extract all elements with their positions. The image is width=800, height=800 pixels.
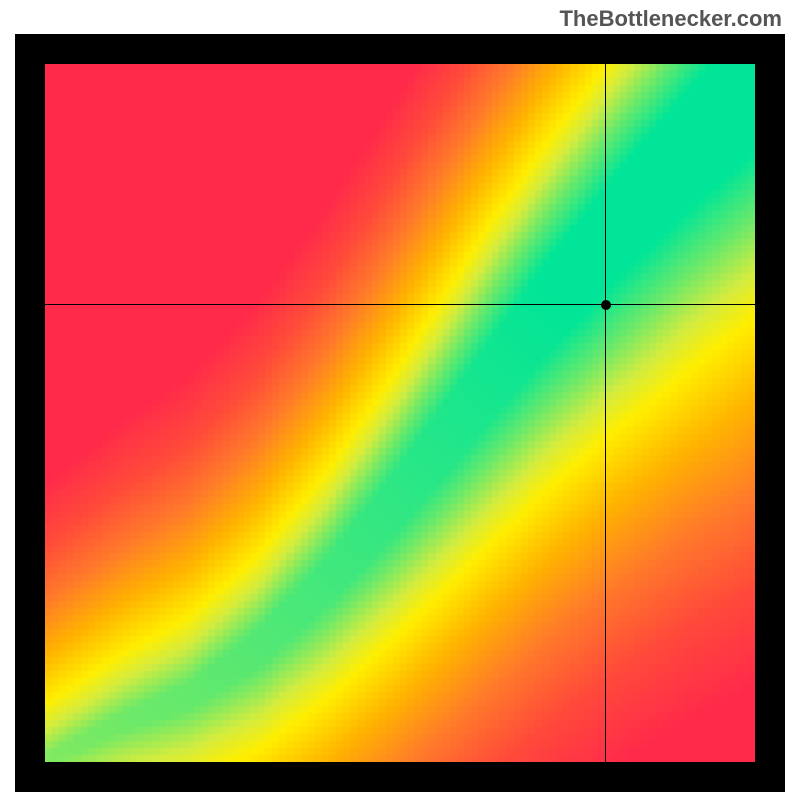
marker-dot: [601, 300, 611, 310]
heatmap-plot-area: [45, 64, 755, 762]
chart-container: TheBottlenecker.com: [0, 0, 800, 800]
crosshair-horizontal: [45, 304, 755, 305]
heatmap-canvas: [45, 64, 755, 762]
crosshair-vertical: [605, 64, 606, 762]
watermark-text: TheBottlenecker.com: [559, 6, 782, 32]
